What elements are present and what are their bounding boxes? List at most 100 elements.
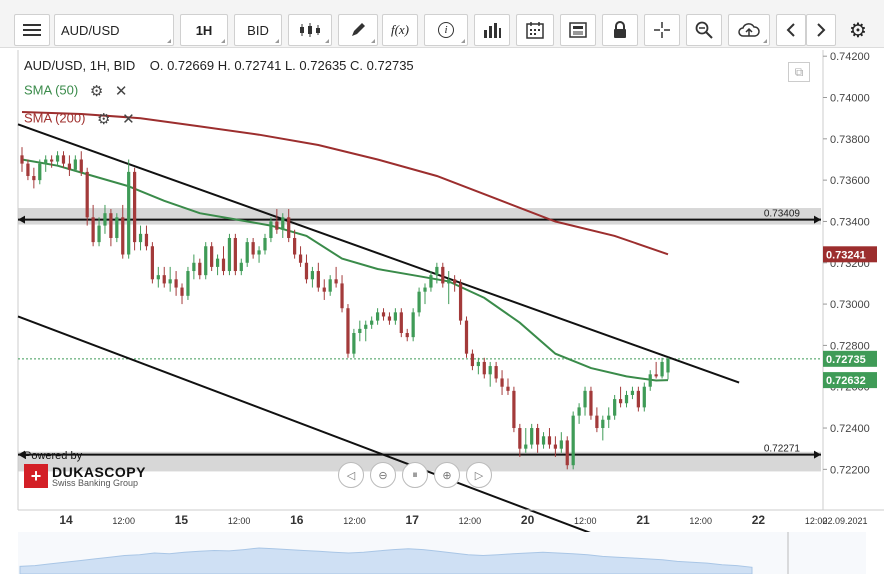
candle xyxy=(636,386,640,412)
candle-body xyxy=(340,283,344,309)
zoom-button[interactable] xyxy=(686,14,722,46)
candle-body xyxy=(310,271,315,280)
bar-chart-icon xyxy=(483,22,501,38)
x-tick-label: 21 xyxy=(636,513,650,527)
branding: Powered by + DUKASCOPY Swiss Banking Gro… xyxy=(24,450,146,488)
candle xyxy=(103,204,107,234)
x-tick-label: 12:00 xyxy=(228,516,251,526)
candlestick-icon xyxy=(298,22,322,38)
candle xyxy=(411,308,415,342)
candle xyxy=(393,308,397,325)
plot-area xyxy=(18,50,821,490)
crosshair-icon xyxy=(653,21,671,39)
sma200-settings-icon[interactable]: ⚙ xyxy=(97,111,111,128)
calendar-button[interactable] xyxy=(516,14,554,46)
candle xyxy=(61,151,66,168)
sma50-settings-icon[interactable]: ⚙ xyxy=(89,83,104,100)
candle xyxy=(245,237,249,267)
level-label: 0.73409 xyxy=(764,209,801,220)
candle-body xyxy=(251,242,255,255)
candle xyxy=(328,275,332,296)
x-tick-label: 12:00 xyxy=(459,516,482,526)
sma200-close-icon[interactable]: ✕ xyxy=(122,111,135,128)
candle xyxy=(553,436,558,457)
candle xyxy=(358,320,362,342)
scroll-right-button[interactable] xyxy=(806,14,836,46)
info-button[interactable]: i xyxy=(424,14,468,46)
candle-body xyxy=(97,225,101,243)
candle-body xyxy=(358,328,362,334)
sma50-badge-bg xyxy=(823,372,877,389)
popout-button[interactable]: ⧉ xyxy=(788,62,810,82)
candle xyxy=(601,415,605,441)
candle xyxy=(204,242,208,280)
scroll-left-button[interactable] xyxy=(776,14,806,46)
candle xyxy=(304,254,309,284)
candle-body xyxy=(405,333,409,338)
candle xyxy=(239,258,243,276)
candle-body xyxy=(85,171,89,218)
indicators-button[interactable]: f(x) xyxy=(382,14,418,46)
sma200-legend[interactable]: SMA (200) ⚙ ✕ xyxy=(24,110,135,128)
navigator-area xyxy=(19,547,753,574)
settings-button[interactable]: ⚙ xyxy=(842,14,874,46)
candle xyxy=(97,217,101,247)
menu-button[interactable] xyxy=(14,14,50,46)
fit-icon[interactable]: ⏸ xyxy=(402,462,428,488)
candle-body xyxy=(541,436,546,445)
ohlc-high-label: H. xyxy=(217,58,231,73)
candle xyxy=(50,155,54,168)
candle-body xyxy=(506,386,510,391)
candle-body xyxy=(322,287,326,292)
symbol-label: AUD/USD xyxy=(61,22,120,38)
candle xyxy=(221,246,226,276)
candle-body xyxy=(601,419,605,429)
candle-body xyxy=(281,217,285,230)
symbol-select[interactable]: AUD/USD xyxy=(54,14,174,46)
candle xyxy=(162,266,166,288)
candle-body xyxy=(168,279,172,284)
candle-body xyxy=(370,320,374,325)
candle-body xyxy=(180,287,184,296)
lock-button[interactable] xyxy=(602,14,638,46)
candle-body xyxy=(393,312,397,321)
drawing-tools-button[interactable] xyxy=(338,14,378,46)
candle xyxy=(340,275,344,313)
candle xyxy=(595,407,599,433)
candle xyxy=(453,275,457,292)
nav-left-icon[interactable]: ◁ xyxy=(338,462,364,488)
candle-body xyxy=(666,358,670,373)
y-tick-label: 0.72800 xyxy=(830,340,870,352)
popout-icon: ⧉ xyxy=(794,64,804,79)
ohlc-open: 0.72669 xyxy=(167,58,215,73)
candle xyxy=(654,361,658,379)
nav-right-icon[interactable]: ▷ xyxy=(466,462,492,488)
candle-body xyxy=(464,320,469,354)
timeframe-select[interactable]: 1H xyxy=(180,14,228,46)
candle-body xyxy=(571,415,575,466)
sma50-legend[interactable]: SMA (50) ⚙ ✕ xyxy=(24,82,127,100)
candle-body xyxy=(198,262,202,276)
sma50-close-icon[interactable]: ✕ xyxy=(114,83,128,100)
candle xyxy=(399,308,403,338)
candle xyxy=(482,357,486,379)
candle-body xyxy=(186,271,190,296)
candle xyxy=(55,151,60,166)
chart-type-button[interactable] xyxy=(288,14,332,46)
candle xyxy=(91,204,95,247)
candle-body xyxy=(375,312,380,321)
candle xyxy=(310,266,315,288)
export-button[interactable] xyxy=(728,14,770,46)
candle-body xyxy=(26,163,30,177)
volume-button[interactable] xyxy=(474,14,510,46)
side-select[interactable]: BID xyxy=(234,14,282,46)
level-arrow-right-icon xyxy=(814,450,821,459)
crosshair-button[interactable] xyxy=(644,14,680,46)
candle-body xyxy=(577,407,581,416)
news-button[interactable] xyxy=(560,14,596,46)
zoom-out-icon[interactable]: ⊖ xyxy=(370,462,396,488)
candle xyxy=(642,382,646,412)
candle xyxy=(73,155,77,172)
price-chart[interactable]: 0.73409 0.72271 0.74200 0.74000 0.73800 0.736… xyxy=(0,48,884,574)
zoom-in-icon[interactable]: ⊕ xyxy=(434,462,460,488)
